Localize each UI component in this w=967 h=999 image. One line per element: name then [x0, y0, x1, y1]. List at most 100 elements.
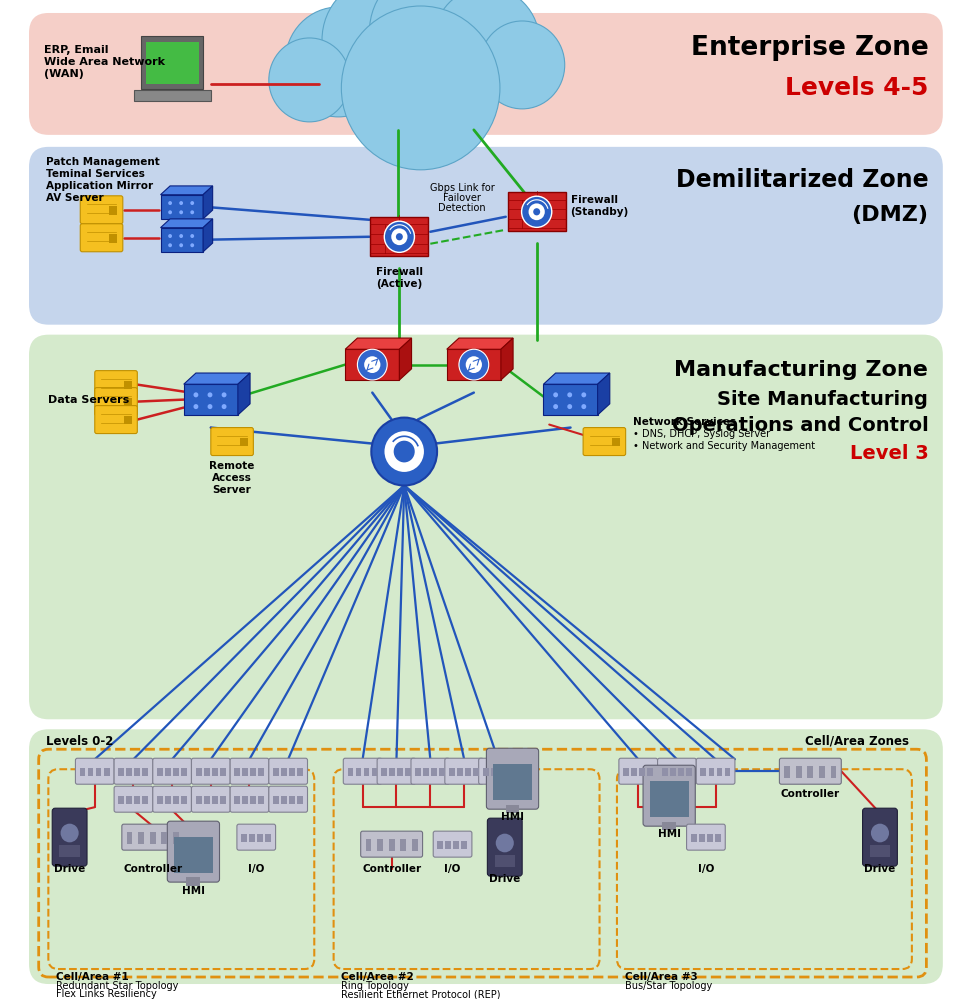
Text: I/O: I/O — [249, 864, 264, 874]
Circle shape — [322, 0, 442, 102]
Circle shape — [496, 833, 513, 852]
FancyBboxPatch shape — [240, 438, 248, 447]
FancyBboxPatch shape — [29, 13, 943, 135]
FancyBboxPatch shape — [807, 765, 813, 778]
FancyBboxPatch shape — [397, 768, 403, 776]
FancyBboxPatch shape — [473, 768, 479, 776]
FancyBboxPatch shape — [29, 729, 943, 984]
Text: Resilient Ethernet Protocol (REP): Resilient Ethernet Protocol (REP) — [341, 989, 501, 999]
Text: I/O: I/O — [445, 864, 460, 874]
Text: • DNS, DHCP, Syslog Server: • DNS, DHCP, Syslog Server — [633, 429, 771, 439]
Circle shape — [221, 393, 226, 398]
Polygon shape — [598, 373, 610, 415]
FancyBboxPatch shape — [623, 768, 629, 776]
FancyBboxPatch shape — [153, 758, 191, 784]
Circle shape — [221, 404, 226, 410]
Text: Patch Management: Patch Management — [46, 157, 161, 167]
Circle shape — [285, 7, 392, 117]
FancyBboxPatch shape — [454, 841, 459, 849]
Circle shape — [269, 38, 350, 122]
Circle shape — [396, 233, 403, 241]
Text: Manufacturing Zone: Manufacturing Zone — [674, 360, 928, 380]
Circle shape — [190, 211, 194, 214]
FancyBboxPatch shape — [433, 831, 472, 857]
Text: Drive: Drive — [489, 874, 520, 884]
FancyBboxPatch shape — [639, 768, 645, 776]
Circle shape — [193, 393, 198, 398]
FancyBboxPatch shape — [114, 786, 153, 812]
FancyBboxPatch shape — [687, 824, 725, 850]
Circle shape — [190, 234, 194, 238]
Circle shape — [365, 357, 380, 373]
Text: Network Services: Network Services — [633, 417, 737, 427]
FancyBboxPatch shape — [204, 768, 210, 776]
FancyBboxPatch shape — [724, 768, 730, 776]
Text: Drive: Drive — [54, 864, 85, 874]
FancyBboxPatch shape — [650, 781, 689, 816]
FancyBboxPatch shape — [195, 796, 201, 804]
Text: Teminal Services: Teminal Services — [46, 169, 145, 179]
FancyBboxPatch shape — [863, 808, 897, 866]
Circle shape — [466, 357, 482, 373]
FancyBboxPatch shape — [134, 796, 140, 804]
FancyBboxPatch shape — [157, 796, 162, 804]
FancyBboxPatch shape — [370, 217, 428, 256]
FancyBboxPatch shape — [390, 768, 396, 776]
Polygon shape — [543, 373, 610, 385]
Text: Firewall: Firewall — [571, 195, 618, 205]
Text: (Active): (Active) — [376, 279, 423, 289]
FancyBboxPatch shape — [269, 758, 308, 784]
FancyBboxPatch shape — [134, 768, 140, 776]
Text: Controller: Controller — [123, 864, 183, 874]
FancyBboxPatch shape — [124, 381, 132, 390]
FancyBboxPatch shape — [60, 845, 79, 857]
FancyBboxPatch shape — [114, 758, 153, 784]
Text: Site Manufacturing: Site Manufacturing — [718, 390, 928, 410]
FancyBboxPatch shape — [289, 768, 295, 776]
FancyBboxPatch shape — [173, 768, 179, 776]
Circle shape — [190, 201, 194, 205]
FancyBboxPatch shape — [165, 768, 171, 776]
Circle shape — [568, 404, 572, 410]
FancyBboxPatch shape — [415, 768, 421, 776]
FancyBboxPatch shape — [75, 758, 114, 784]
Text: Server: Server — [213, 485, 251, 495]
FancyBboxPatch shape — [405, 768, 411, 776]
FancyBboxPatch shape — [690, 834, 696, 842]
Text: Firewall: Firewall — [376, 267, 423, 277]
FancyBboxPatch shape — [465, 768, 471, 776]
FancyBboxPatch shape — [491, 768, 497, 776]
FancyBboxPatch shape — [250, 768, 256, 776]
FancyBboxPatch shape — [411, 758, 450, 784]
FancyBboxPatch shape — [118, 796, 124, 804]
FancyBboxPatch shape — [784, 765, 790, 778]
FancyBboxPatch shape — [658, 758, 696, 784]
FancyBboxPatch shape — [424, 768, 429, 776]
Text: Enterprise Zone: Enterprise Zone — [690, 35, 928, 61]
Circle shape — [480, 21, 565, 109]
Text: Controller: Controller — [362, 864, 422, 874]
Circle shape — [394, 441, 415, 463]
FancyBboxPatch shape — [479, 758, 517, 784]
Circle shape — [208, 404, 213, 410]
FancyBboxPatch shape — [174, 837, 213, 872]
FancyBboxPatch shape — [220, 768, 225, 776]
Polygon shape — [184, 373, 250, 385]
Polygon shape — [501, 338, 513, 380]
Text: Levels 4-5: Levels 4-5 — [785, 76, 928, 100]
FancyBboxPatch shape — [508, 192, 566, 231]
FancyBboxPatch shape — [167, 821, 220, 882]
FancyBboxPatch shape — [118, 768, 124, 776]
FancyBboxPatch shape — [142, 796, 148, 804]
Text: Remote: Remote — [210, 461, 254, 471]
Text: ERP, Email: ERP, Email — [44, 45, 108, 55]
FancyBboxPatch shape — [281, 796, 287, 804]
Polygon shape — [399, 338, 412, 380]
FancyBboxPatch shape — [377, 758, 416, 784]
Polygon shape — [161, 219, 213, 228]
Circle shape — [369, 0, 495, 97]
Text: Access: Access — [212, 473, 252, 483]
FancyBboxPatch shape — [507, 768, 513, 776]
Circle shape — [168, 201, 172, 205]
Polygon shape — [345, 338, 412, 350]
